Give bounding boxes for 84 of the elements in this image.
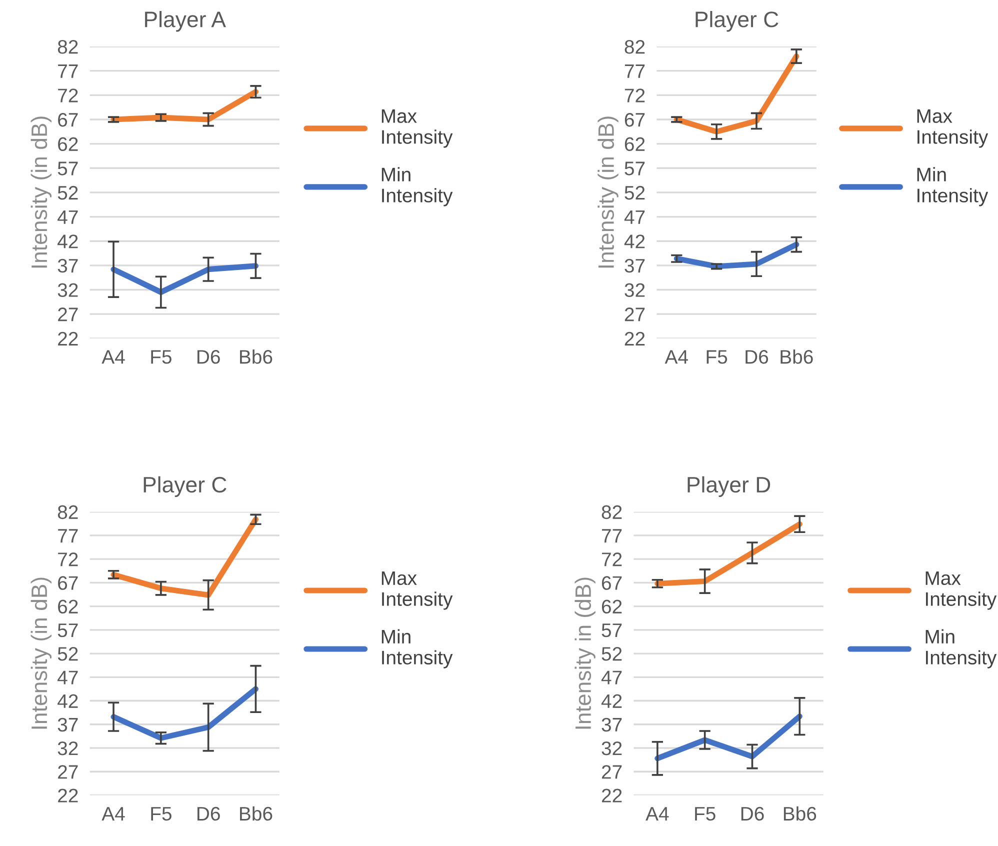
x-tick-label: Bb6: [780, 350, 813, 364]
y-tick-label: 82: [58, 505, 78, 520]
y-tick-label: 32: [602, 741, 622, 756]
x-tick-label: Bb6: [240, 806, 272, 821]
y-tick-label: 37: [624, 258, 645, 273]
x-tick-label: F5: [706, 350, 728, 364]
x-tick-label: F5: [151, 807, 172, 821]
y-tick-label: 37: [58, 718, 78, 732]
y-tick-label: 47: [601, 670, 622, 684]
y-tick-label: 47: [58, 670, 78, 684]
y-tick-label: 82: [602, 505, 622, 520]
y-tick-label: 52: [624, 186, 645, 200]
y-tick-label: 22: [624, 332, 645, 346]
y-tick-label: 82: [624, 40, 645, 54]
x-tick-label: A4: [646, 807, 669, 820]
y-tick-label: 77: [58, 64, 78, 78]
x-tick-label: D6: [198, 350, 220, 364]
y-tick-label: 72: [58, 552, 78, 566]
y-tick-label: 57: [602, 624, 622, 638]
y-tick-label: 52: [58, 186, 78, 200]
chart-title: Player A: [145, 10, 226, 32]
y-tick-label: 22: [58, 332, 78, 346]
legend-label: Min Intensity: [926, 629, 997, 668]
y-tick-label: 72: [58, 88, 78, 102]
y-tick-label: 67: [58, 576, 78, 590]
y-tick-label: 22: [602, 788, 622, 802]
y-axis-title: Intensity (in dB): [30, 578, 52, 729]
chart-title: Player C: [144, 476, 226, 497]
x-tick-label: D6: [741, 806, 764, 821]
y-tick-label: 82: [58, 40, 78, 54]
y-tick-label: 77: [624, 64, 645, 78]
y-tick-label: 22: [58, 788, 78, 802]
y-tick-label: 27: [602, 765, 622, 779]
chart-title: Player D: [688, 476, 770, 497]
x-tick-label: Bb6: [240, 350, 272, 364]
chart-title: Player C: [696, 10, 778, 32]
y-tick-label: 52: [58, 647, 78, 661]
y-tick-label: 37: [602, 718, 622, 732]
y-tick-label: 67: [602, 576, 622, 590]
y-tick-label: 62: [602, 600, 622, 614]
y-tick-label: 77: [58, 529, 78, 542]
y-tick-label: 47: [58, 210, 78, 224]
y-tick-label: 57: [58, 162, 78, 176]
x-tick-label: Bb6: [784, 806, 816, 821]
y-tick-label: 47: [624, 210, 645, 224]
legend-label: Min Intensity: [382, 629, 453, 668]
x-tick-label: F5: [151, 350, 172, 364]
y-tick-label: 62: [58, 600, 78, 614]
legend-label: Min Intensity: [917, 167, 988, 206]
y-tick-label: 27: [624, 308, 645, 322]
y-tick-label: 67: [58, 112, 78, 127]
x-tick-label: D6: [746, 350, 768, 364]
y-tick-label: 27: [58, 765, 78, 779]
x-tick-label: D6: [198, 806, 220, 821]
y-tick-label: 37: [58, 258, 78, 273]
y-tick-label: 42: [58, 234, 78, 248]
y-tick-label: 32: [58, 283, 78, 297]
x-tick-label: F5: [695, 807, 716, 821]
x-tick-label: A4: [102, 807, 125, 820]
legend-label: Max Intensity: [382, 109, 453, 148]
y-tick-label: 42: [624, 234, 645, 248]
legend-label: Max Intensity: [917, 109, 988, 148]
y-tick-label: 27: [58, 308, 78, 322]
y-tick-label: 62: [58, 137, 78, 152]
legend-label: Max Intensity: [382, 571, 453, 610]
y-tick-label: 72: [624, 88, 645, 102]
x-tick-label: A4: [664, 350, 688, 364]
x-tick-label: A4: [102, 350, 125, 364]
legend-label: Min Intensity: [382, 167, 453, 206]
y-tick-label: 62: [624, 137, 645, 152]
y-tick-label: 77: [602, 529, 622, 542]
y-axis-title: Intensity in (dB): [574, 578, 596, 729]
y-axis-title: Intensity (in dB): [30, 116, 52, 268]
y-tick-label: 42: [58, 694, 78, 708]
y-tick-label: 57: [58, 624, 78, 638]
y-tick-label: 67: [624, 112, 645, 127]
y-axis-title: Intensity (in dB): [598, 116, 618, 268]
y-tick-label: 32: [58, 741, 78, 756]
y-tick-label: 72: [602, 552, 622, 566]
y-tick-label: 32: [624, 283, 645, 297]
y-tick-label: 57: [624, 162, 645, 176]
legend-label: Max Intensity: [926, 571, 997, 610]
y-tick-label: 42: [601, 694, 622, 708]
y-tick-label: 52: [602, 647, 622, 661]
